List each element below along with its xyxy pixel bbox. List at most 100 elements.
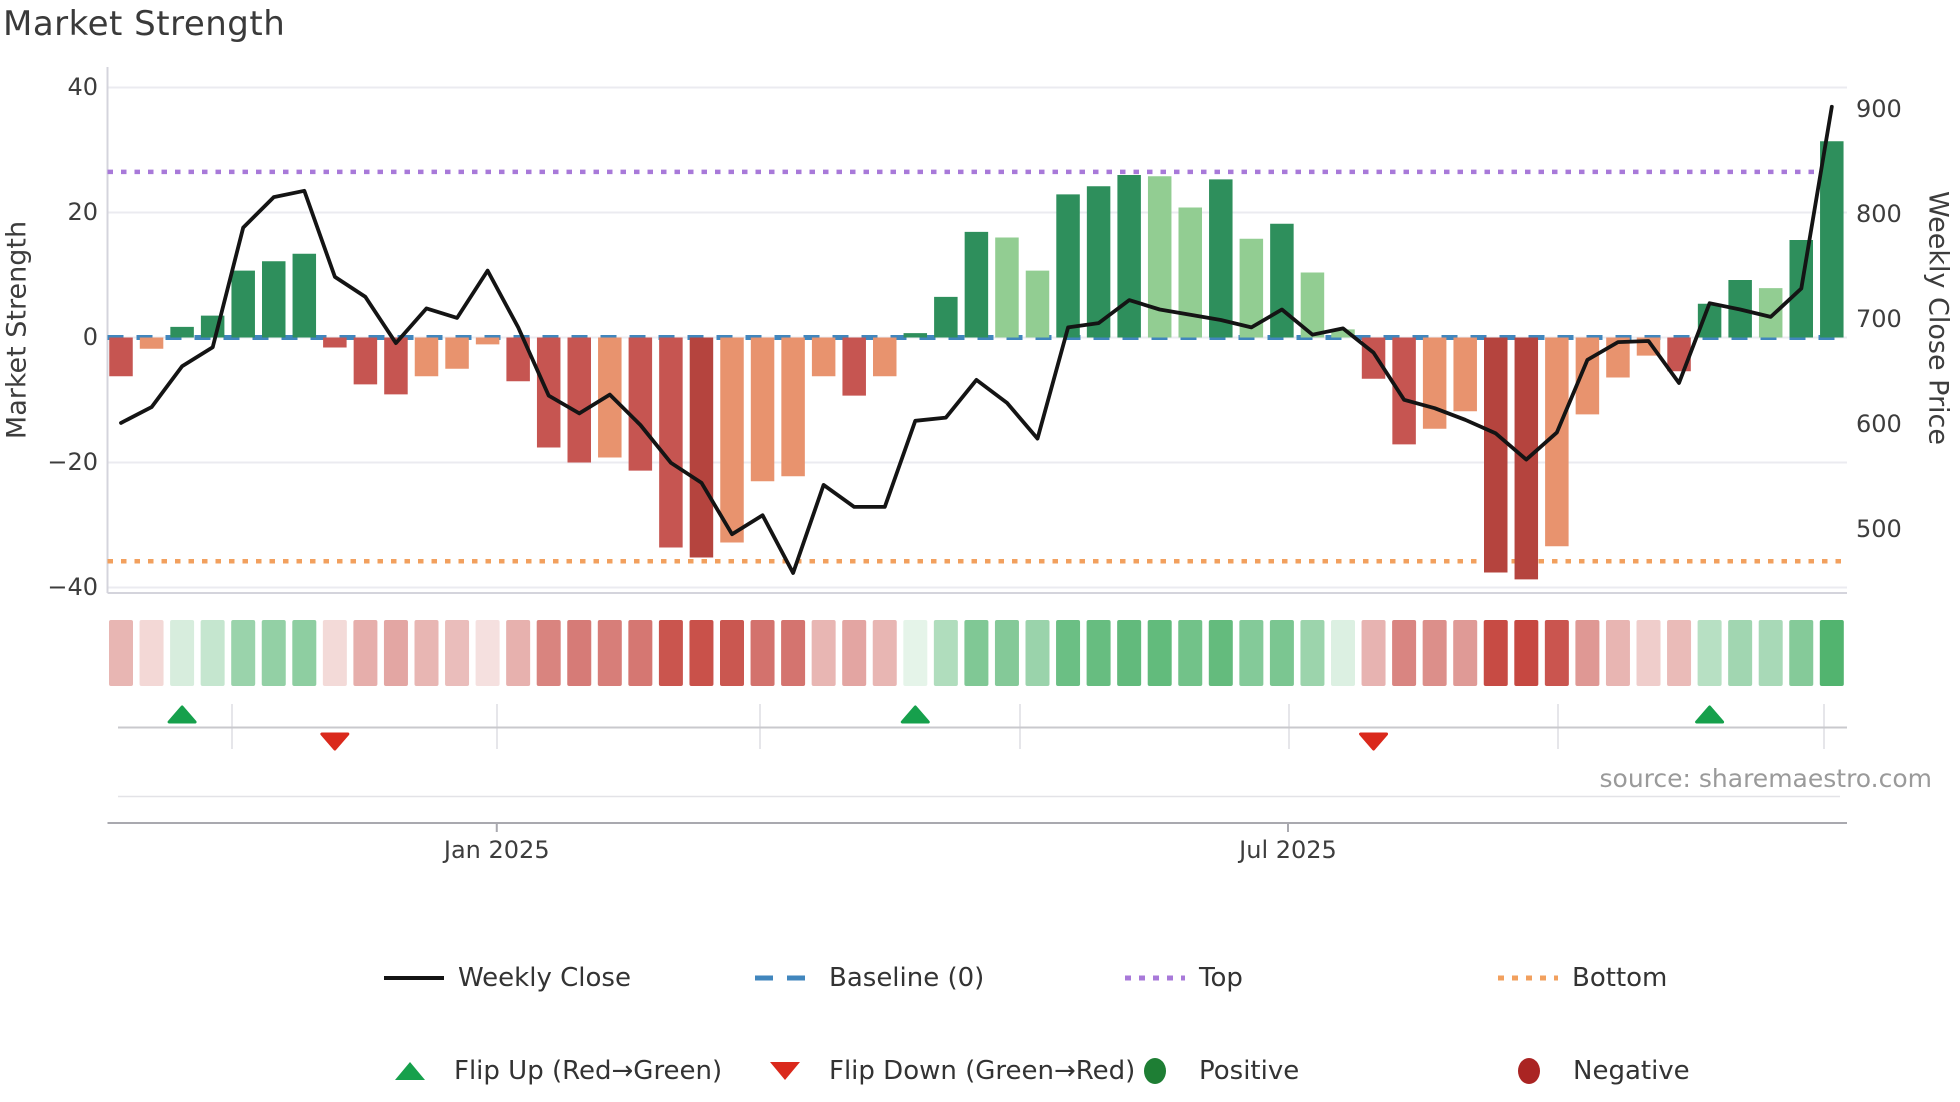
axes-spines (106, 67, 1847, 594)
weekly-close (119, 104, 1834, 575)
heatmap-cell (1300, 620, 1325, 686)
legend-label: Bottom (1572, 963, 1668, 993)
heatmap-cell (994, 620, 1019, 686)
strength-bar (842, 337, 866, 396)
heatmap-cell (1728, 620, 1753, 686)
heatmap-cell (567, 620, 592, 686)
heatmap-cell (1422, 620, 1447, 686)
flip-marker-row (118, 704, 1847, 751)
heatmap-cell (231, 620, 256, 686)
heatmap-cell (1239, 620, 1264, 686)
heatmap-cell (1636, 620, 1661, 686)
strength-bar (903, 333, 928, 338)
heatmap-cell (872, 620, 897, 686)
heatmap-cell (689, 620, 714, 686)
legend-label: Top (1199, 963, 1243, 993)
strength-bar (1758, 288, 1783, 338)
x-axis-tick-label: Jan 2025 (443, 836, 550, 864)
blue-dashed-line-icon (753, 973, 817, 983)
flip-down-marker (1359, 732, 1389, 751)
heatmap-cell (261, 620, 286, 686)
strength-bar (262, 261, 286, 338)
strength-bar (1820, 141, 1844, 338)
strength-bar (1117, 175, 1141, 338)
heatmap-cell (414, 620, 439, 686)
right-axis-title: Weekly Close Price (1922, 190, 1954, 446)
legend-item-positive: Positive (1123, 1054, 1299, 1088)
strength-bar (1392, 337, 1416, 445)
legend-item-top: Top (1123, 961, 1243, 995)
strength-bar (1025, 270, 1050, 338)
strength-bar (231, 270, 255, 338)
strength-bar (964, 231, 989, 338)
heatmap-cell (1544, 620, 1569, 686)
heatmap-cell (1453, 620, 1478, 686)
heatmap-cell (353, 620, 378, 686)
legend-item-flip-down: Flip Down (Green→Red) (753, 1054, 1135, 1088)
heatmap-cell (536, 620, 561, 686)
green-triangle-up-icon (378, 1059, 442, 1083)
left-axis-tick-label: 20 (67, 197, 98, 226)
strength-bar (353, 337, 378, 385)
strength-bar (720, 337, 744, 543)
flip-up-marker (167, 705, 197, 724)
dark-red-circle-icon (1497, 1057, 1561, 1085)
strength-bar (995, 237, 1019, 338)
heatmap-cell (170, 620, 195, 686)
heatmap-cell (445, 620, 470, 686)
strength-bar (1697, 303, 1722, 338)
flip-up-marker (1695, 705, 1725, 724)
strength-bar (598, 337, 622, 458)
heatmap-cell (842, 620, 867, 686)
heatmap-cell (597, 620, 622, 686)
strength-bar (811, 337, 836, 377)
heatmap-cell (933, 620, 958, 686)
strength-bar (934, 296, 958, 338)
source-credit: source: sharemaestro.com (1599, 764, 1933, 793)
heatmap-cell (1575, 620, 1600, 686)
heatmap-cell (1025, 620, 1050, 686)
legend-item-bottom: Bottom (1496, 961, 1667, 995)
heatmap-cell (1667, 620, 1692, 686)
right-axis-tick-label: 800 (1856, 200, 1902, 228)
left-axis-tick-label: 0 (82, 322, 98, 351)
heatmap-strip (109, 620, 1844, 686)
strength-bar (659, 337, 683, 548)
legend-label: Flip Down (Green→Red) (829, 1056, 1136, 1086)
heatmap-cell (1117, 620, 1142, 686)
strength-bar (1239, 238, 1264, 338)
right-axis-tick-label: 500 (1856, 515, 1902, 543)
legend-label: Flip Up (Red→Green) (454, 1056, 723, 1086)
strength-bar (1300, 272, 1325, 338)
heatmap-cell (781, 620, 806, 686)
heatmap-cell (658, 620, 683, 686)
heatmap-cell (109, 620, 133, 686)
heatmap-cell (383, 620, 408, 686)
orange-dotted-line-icon (1496, 973, 1560, 983)
strength-bar (139, 337, 164, 349)
heatmap-cell (1697, 620, 1722, 686)
strength-bar (1484, 337, 1508, 573)
page-title: Market Strength (3, 4, 286, 44)
left-axis-tick-label: −20 (47, 447, 98, 476)
legend-label: Baseline (0) (829, 963, 985, 993)
strength-bar (323, 337, 347, 348)
left-axis-tick-label: 40 (67, 72, 98, 101)
strength-bar (384, 337, 408, 395)
heatmap-cell (903, 620, 928, 686)
legend-item-baseline: Baseline (0) (753, 961, 984, 995)
heatmap-cell (1514, 620, 1539, 686)
strength-bar (475, 337, 500, 345)
strength-bar (1147, 176, 1172, 338)
heatmap-cell (811, 620, 836, 686)
strength-bar (109, 337, 133, 377)
strength-bar (1178, 207, 1202, 338)
strength-bar (1453, 337, 1477, 412)
strength-bar (1086, 186, 1111, 338)
right-axis-tick-label: 700 (1856, 305, 1902, 333)
right-axis-tick-label: 600 (1856, 410, 1902, 438)
legend-item-negative: Negative (1497, 1054, 1690, 1088)
heatmap-cell (1147, 620, 1172, 686)
strength-bar (1209, 179, 1233, 338)
